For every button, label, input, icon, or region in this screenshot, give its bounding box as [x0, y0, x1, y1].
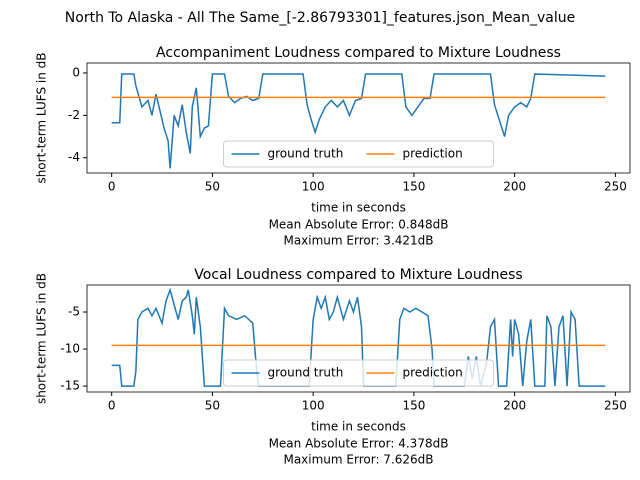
y-axis-label: short-term LUFS in dB — [35, 52, 49, 183]
legend-label: prediction — [403, 147, 463, 161]
y-tick-label: 0 — [72, 65, 80, 79]
subplot-title: Vocal Loudness compared to Mixture Loudn… — [194, 267, 522, 283]
y-tick-label: -15 — [60, 379, 80, 393]
legend-box — [223, 359, 494, 387]
x-tick-label: 100 — [302, 399, 325, 413]
x-tick-label: 200 — [503, 180, 526, 194]
annotation: Maximum Error: 7.626dB — [283, 453, 433, 467]
x-tick-label: 200 — [503, 399, 526, 413]
x-tick-label: 50 — [205, 399, 220, 413]
legend-label: ground truth — [268, 366, 344, 380]
y-tick-label: -4 — [68, 150, 80, 164]
x-tick-label: 150 — [402, 399, 425, 413]
legend: ground truth prediction — [223, 359, 494, 387]
y-tick-label: -2 — [68, 108, 80, 122]
axes-frame — [86, 284, 631, 393]
x-tick-label: 0 — [108, 180, 116, 194]
legend-box — [223, 140, 494, 168]
legend: ground truth prediction — [223, 140, 494, 168]
figure-title: North To Alaska - All The Same_[-2.86793… — [65, 10, 575, 26]
data-line — [111, 287, 606, 387]
annotation: Mean Absolute Error: 4.378dB — [269, 437, 449, 451]
y-axis-label: short-term LUFS in dB — [35, 273, 49, 404]
x-tick-label: 100 — [302, 180, 325, 194]
x-tick-label: 50 — [205, 180, 220, 194]
subplot: Accompaniment Loudness compared to Mixtu… — [35, 45, 631, 248]
subplot-title: Accompaniment Loudness compared to Mixtu… — [156, 45, 561, 61]
legend-label: ground truth — [268, 147, 344, 161]
x-axis-label: time in seconds — [311, 420, 406, 434]
subplot: Vocal Loudness compared to Mixture Loudn… — [35, 267, 631, 467]
x-tick-label: 150 — [402, 180, 425, 194]
x-tick-label: 250 — [604, 399, 627, 413]
axes-frame — [86, 62, 631, 174]
x-axis-label: time in seconds — [311, 201, 406, 215]
x-tick-label: 250 — [604, 180, 627, 194]
x-tick-label: 0 — [108, 399, 116, 413]
y-tick-label: -5 — [68, 305, 80, 319]
data-line — [111, 73, 606, 169]
annotation: Mean Absolute Error: 0.848dB — [269, 218, 449, 232]
y-tick-label: -10 — [60, 342, 80, 356]
legend-label: prediction — [403, 366, 463, 380]
annotation: Maximum Error: 3.421dB — [283, 234, 433, 248]
